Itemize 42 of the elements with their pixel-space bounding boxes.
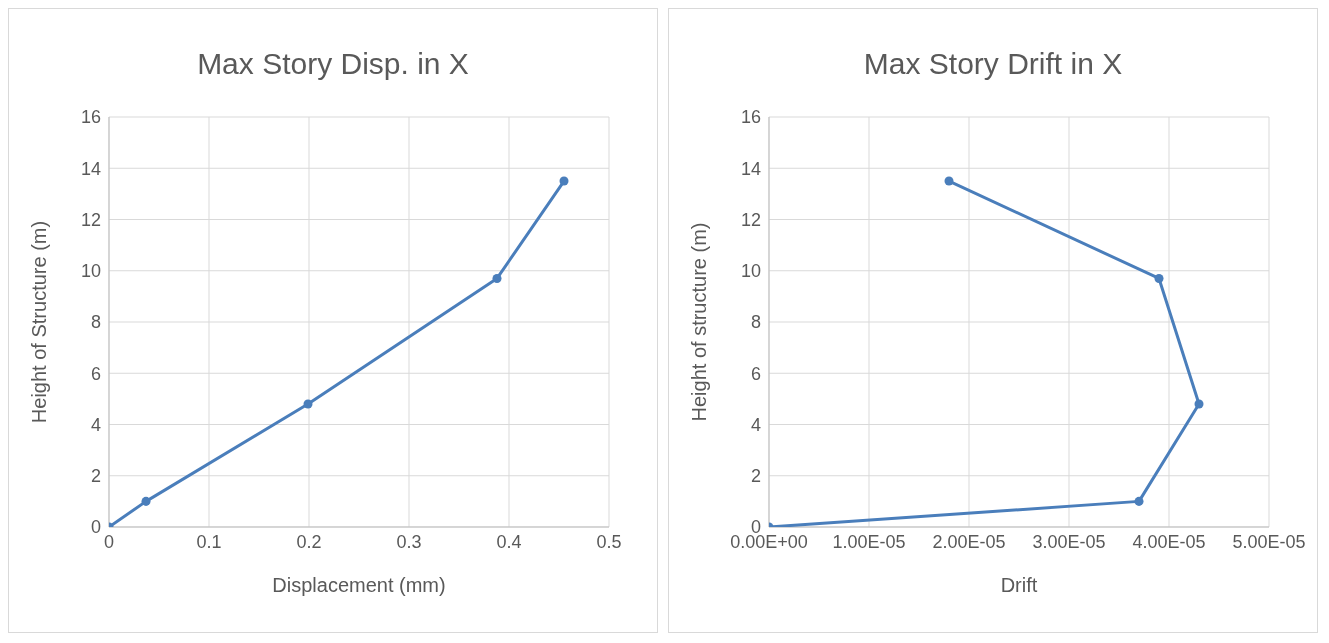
point: [492, 273, 502, 283]
x-tick-label: 0.4: [496, 531, 522, 552]
y-tick-label: 14: [80, 158, 101, 179]
y-tick-label: 4: [750, 414, 761, 435]
y-tick-label: 6: [750, 363, 761, 384]
x-tick-label: 5.00E-05: [1232, 531, 1306, 552]
y-tick-label: 16: [740, 107, 761, 128]
x-tick-label: 4.00E-05: [1132, 531, 1206, 552]
y-tick-label: 2: [750, 466, 761, 487]
x-axis-title: Drift: [1000, 574, 1038, 596]
point: [1154, 273, 1164, 283]
x-axis-title: Displacement (mm): [272, 574, 446, 596]
chart-title: Max Story Drift in X: [862, 47, 1124, 82]
y-tick-label: 10: [740, 261, 761, 282]
x-tick-label: 2.00E-05: [932, 531, 1006, 552]
x-tick-label: 0.5: [596, 531, 622, 552]
x-tick-label: 0: [103, 531, 115, 552]
y-axis-title: Height of structure (m): [688, 222, 711, 422]
point: [944, 176, 954, 186]
y-tick-label: 6: [90, 363, 101, 384]
x-tick-label: 0.3: [396, 531, 422, 552]
point: [1194, 399, 1204, 409]
point: [1134, 496, 1144, 506]
y-tick-label: 14: [740, 158, 761, 179]
point: [559, 176, 569, 186]
y-axis-title: Height of Structure (m): [28, 220, 51, 424]
y-tick-label: 2: [90, 466, 101, 487]
point: [303, 399, 313, 409]
x-tick-label: 1.00E-05: [832, 531, 906, 552]
y-tick-label: 0: [90, 517, 101, 538]
point: [141, 496, 151, 506]
y-tick-label: 12: [740, 209, 761, 230]
y-tick-label: 8: [90, 312, 101, 333]
y-tick-label: 12: [80, 209, 101, 230]
x-tick-label: 0.2: [296, 531, 322, 552]
x-tick-label: 0.1: [196, 531, 222, 552]
chart-title: Max Story Disp. in X: [196, 47, 470, 82]
y-tick-label: 10: [80, 261, 101, 282]
x-tick-label: 3.00E-05: [1032, 531, 1106, 552]
y-tick-label: 8: [750, 312, 761, 333]
y-tick-label: 4: [90, 414, 101, 435]
y-tick-label: 16: [80, 107, 101, 128]
